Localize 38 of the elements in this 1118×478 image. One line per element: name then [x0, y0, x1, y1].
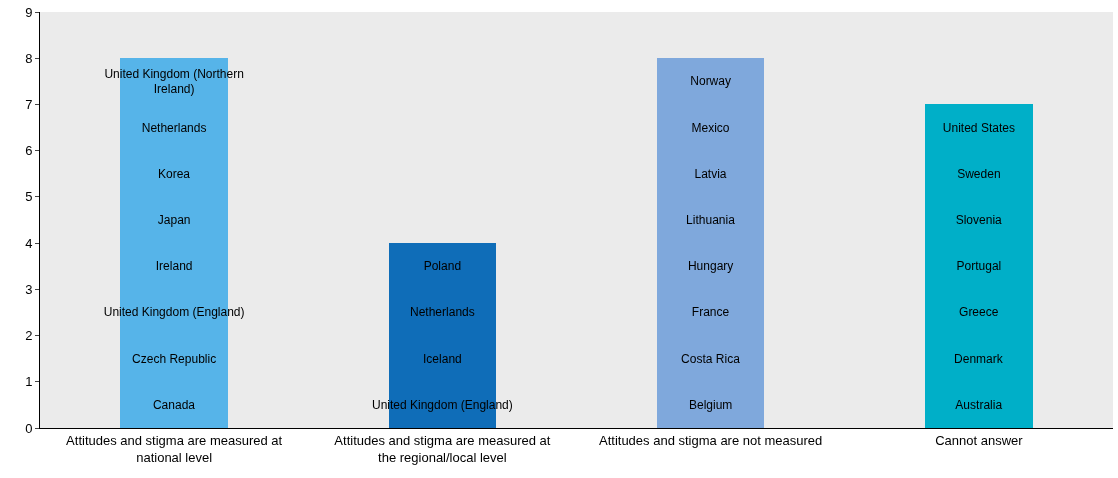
y-tick-label: 5 [25, 189, 33, 205]
y-tick-label: 0 [25, 420, 33, 436]
data-label: Costa Rica [681, 351, 741, 366]
data-label: Iceland [423, 351, 462, 366]
y-tick-label: 2 [25, 328, 33, 344]
data-label: Australia [955, 397, 1003, 412]
x-tick-label: Attitudes and stigma are measured at national level [66, 432, 283, 465]
data-label: Czech Republic [132, 351, 217, 366]
data-label: Lithuania [686, 213, 736, 227]
y-tick-label: 4 [25, 235, 33, 251]
data-label: Korea [157, 166, 191, 181]
data-label: Poland [423, 259, 462, 274]
data-label: Portugal [956, 259, 1002, 274]
x-tick-label: Attitudes and stigma are not measured [598, 432, 823, 448]
data-label: Hungary [687, 259, 734, 274]
y-tick-label: 9 [25, 4, 33, 20]
data-label: Greece [959, 305, 999, 320]
y-tick-label: 8 [25, 50, 33, 66]
data-label: Belgium [688, 397, 733, 412]
y-tick-label: 3 [25, 281, 33, 297]
data-label: Slovenia [955, 213, 1003, 227]
data-label: Ireland [155, 259, 193, 274]
y-tick-label: 7 [25, 96, 33, 112]
y-tick-label: 6 [25, 143, 33, 159]
data-label: Norway [690, 74, 731, 89]
data-label: Mexico [691, 120, 730, 135]
data-label: Latvia [694, 166, 727, 181]
data-label: Canada [152, 397, 196, 412]
data-label: United States [942, 120, 1015, 135]
data-label: Netherlands [410, 305, 475, 320]
data-label: Japan [157, 213, 191, 227]
data-label: Netherlands [141, 120, 207, 135]
data-label: France [691, 305, 730, 320]
x-tick-label: Attitudes and stigma are measured at the regional/local level [334, 432, 551, 465]
y-tick-label: 1 [25, 374, 33, 390]
data-label: Sweden [957, 166, 1001, 181]
data-label: Denmark [954, 351, 1004, 366]
x-tick-label: Cannot answer [935, 432, 1024, 448]
